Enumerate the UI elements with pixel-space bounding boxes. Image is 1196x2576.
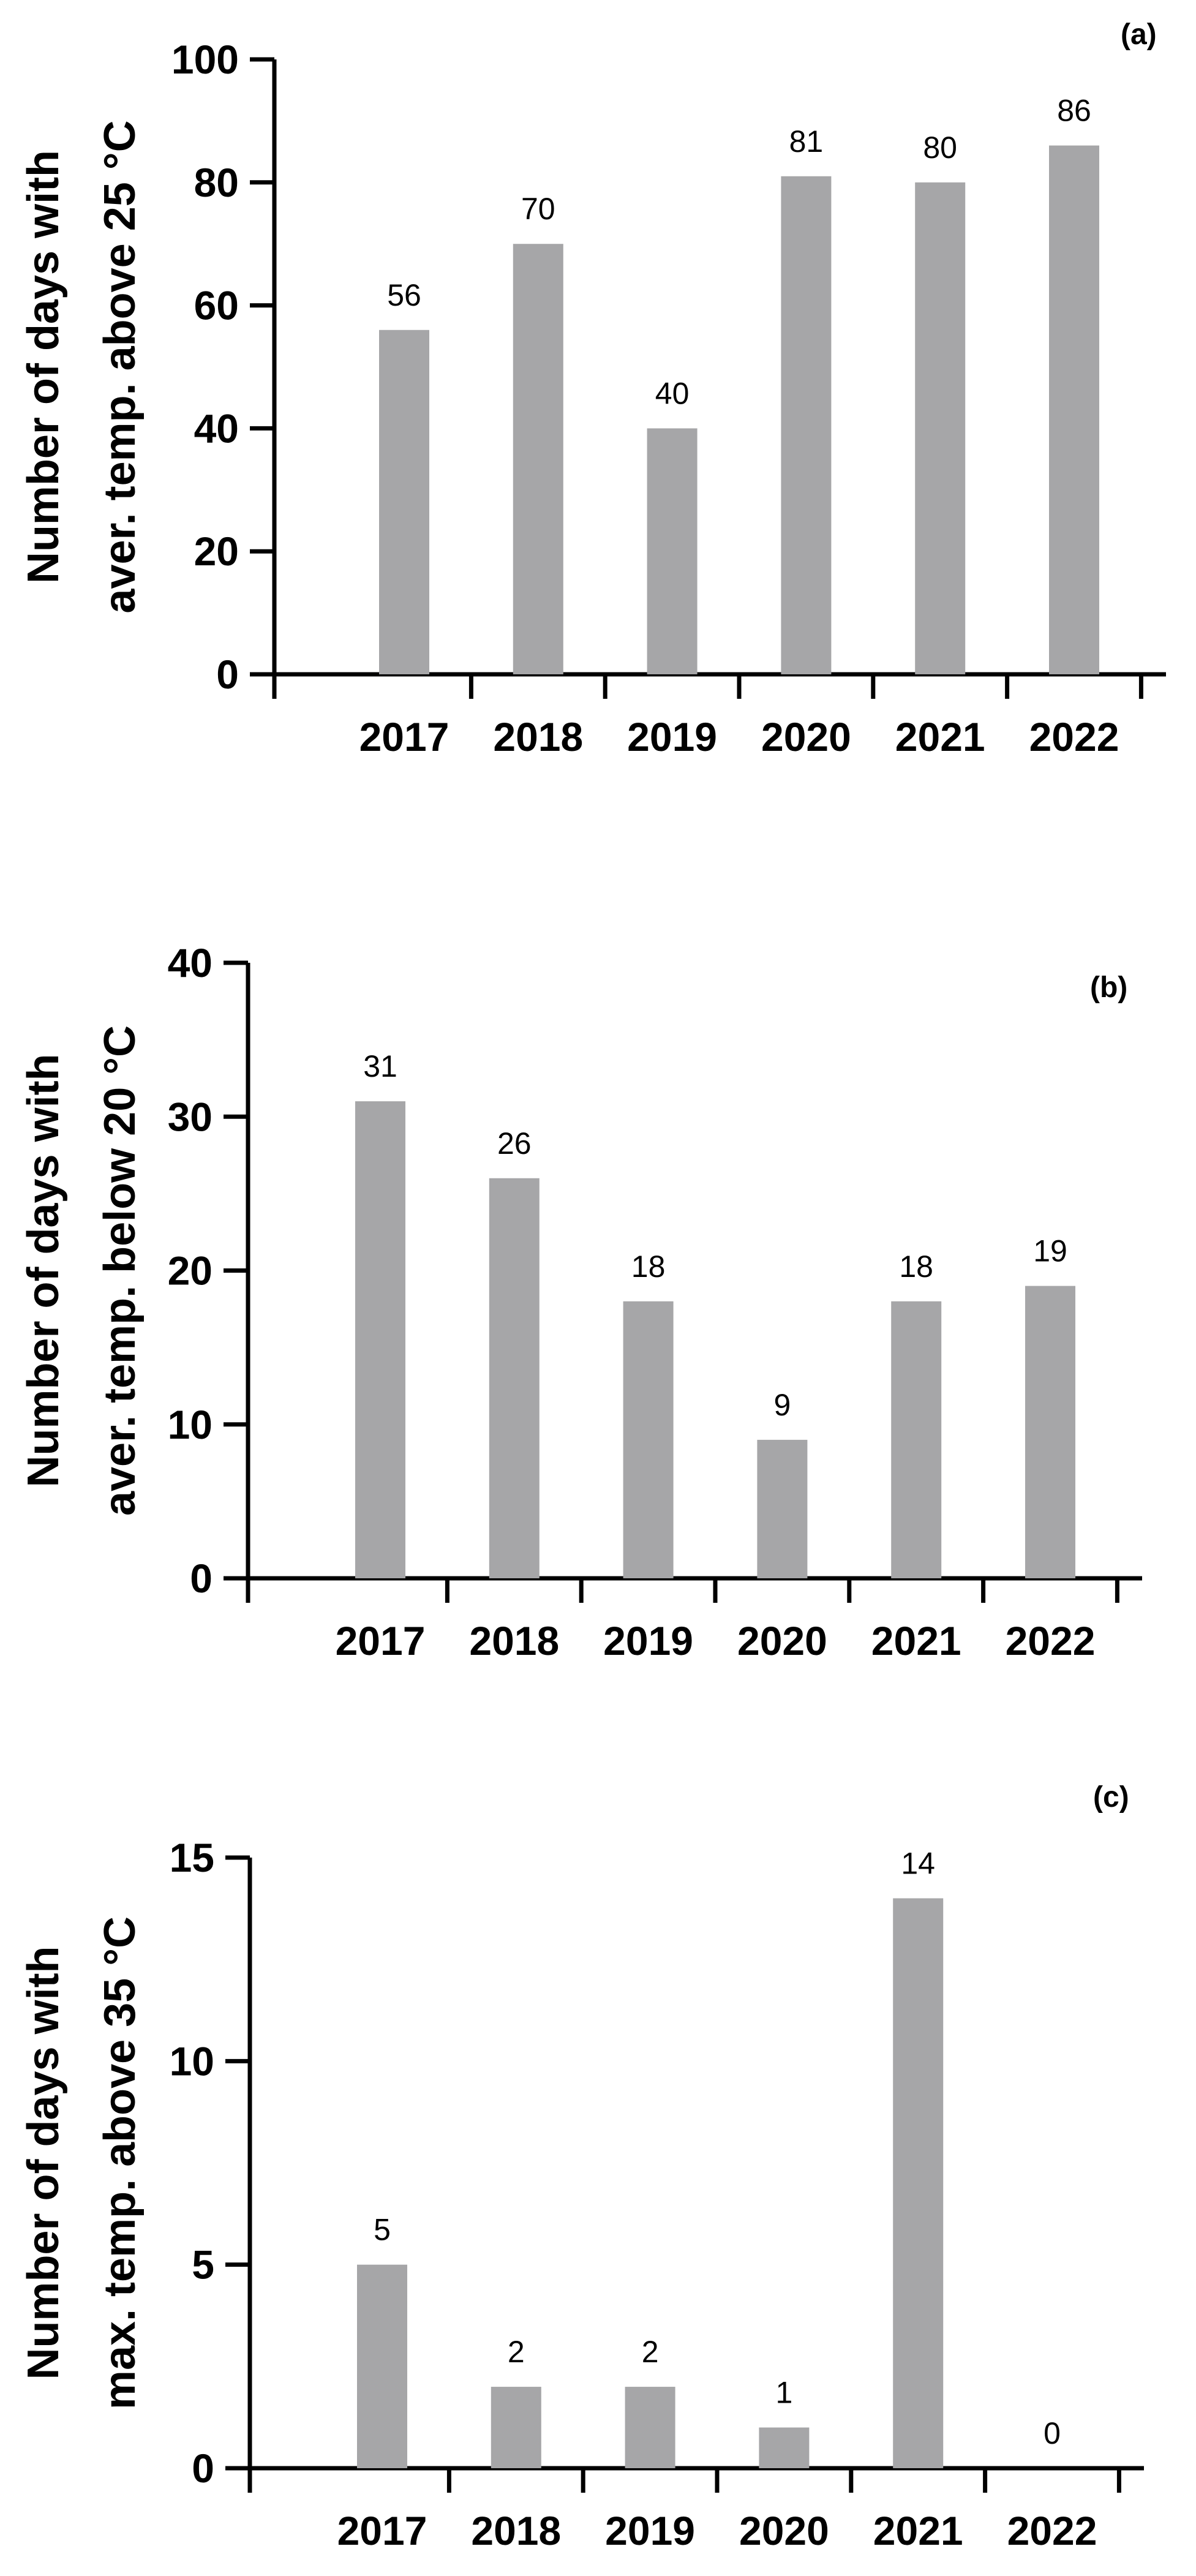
y-tick-label: 80 (194, 160, 239, 205)
bar-2017 (379, 330, 429, 674)
bar-2021 (891, 1301, 942, 1578)
x-tick-label-2021: 2021 (873, 2508, 963, 2553)
data-label-2018: 26 (497, 1126, 532, 1161)
y-tick-label: 40 (168, 940, 212, 985)
y-axis-title-line-2: max. temp. above 35 °C (96, 1916, 145, 2409)
y-tick-label: 100 (171, 37, 239, 82)
x-tick-label-2022: 2022 (1006, 1618, 1096, 1663)
panel-label: (b) (1090, 971, 1127, 1004)
data-label-2018: 70 (521, 192, 555, 226)
data-label-2017: 31 (363, 1049, 397, 1083)
y-tick-label: 0 (192, 2446, 214, 2491)
bar-2020 (757, 1439, 808, 1578)
chart-panel-b: 0 10 20 30 40 31 2017 26 2018 18 2019 9 2020 18 2021 19… (19, 940, 1142, 1663)
y-axis-title-line-1: Number of days with (19, 150, 68, 584)
data-label-2019: 40 (655, 376, 690, 410)
data-label-2021: 14 (901, 1846, 935, 1880)
panel-label: (c) (1093, 1781, 1129, 1813)
x-tick-label-2019: 2019 (603, 1618, 693, 1663)
y-tick-label: 5 (192, 2242, 214, 2288)
data-label-2019: 18 (631, 1249, 666, 1284)
data-label-2017: 5 (374, 2213, 391, 2247)
data-label-2020: 9 (773, 1388, 791, 1422)
y-tick-label: 0 (190, 1556, 212, 1601)
y-tick-label: 10 (168, 1402, 212, 1447)
y-tick-label: 40 (194, 405, 239, 451)
x-tick-label-2017: 2017 (359, 714, 449, 759)
y-tick-label: 60 (194, 283, 239, 328)
bar-2021 (893, 1898, 944, 2468)
x-tick-label-2019: 2019 (605, 2508, 695, 2553)
x-tick-label-2022: 2022 (1029, 714, 1119, 759)
data-label-2020: 81 (789, 124, 824, 159)
x-tick-label-2021: 2021 (895, 714, 985, 759)
bar-2019 (623, 1301, 674, 1578)
x-tick-label-2018: 2018 (471, 2508, 561, 2553)
data-label-2020: 1 (775, 2376, 792, 2410)
y-axis-title-line-1: Number of days with (19, 1946, 68, 2379)
bar-2021 (915, 182, 966, 674)
y-axis-title-line-1: Number of days with (19, 1053, 68, 1487)
bar-2018 (489, 1178, 540, 1578)
x-tick-label-2022: 2022 (1007, 2508, 1097, 2553)
bar-2017 (355, 1101, 405, 1578)
data-label-2019: 2 (642, 2335, 659, 2369)
x-tick-label-2018: 2018 (469, 1618, 559, 1663)
x-tick-label-2020: 2020 (739, 2508, 829, 2553)
x-tick-label-2020: 2020 (761, 714, 851, 759)
data-label-2022: 0 (1044, 2416, 1061, 2450)
data-label-2021: 18 (899, 1249, 933, 1284)
x-tick-label-2017: 2017 (336, 1618, 426, 1663)
bar-2018 (491, 2387, 541, 2468)
y-axis-title-line-2: aver. temp. above 25 °C (96, 120, 145, 613)
bar-2020 (781, 176, 832, 674)
bar-2017 (357, 2264, 407, 2468)
x-tick-label-2021: 2021 (871, 1618, 961, 1663)
y-tick-label: 20 (168, 1248, 212, 1294)
bar-2022 (1025, 1286, 1075, 1578)
y-tick-label: 10 (170, 2038, 214, 2084)
data-label-2021: 80 (923, 130, 957, 165)
bar-2022 (1049, 145, 1099, 674)
bar-2019 (647, 428, 698, 674)
panel-label: (a) (1121, 18, 1157, 51)
x-tick-label-2020: 2020 (737, 1618, 827, 1663)
chart-panel-c: 0 5 10 15 5 2017 2 2018 2 2019 1 2020 14 2021 0 2022 Num… (19, 1781, 1144, 2553)
y-axis-title-line-2: aver. temp. below 20 °C (96, 1025, 145, 1516)
data-label-2018: 2 (508, 2335, 525, 2369)
x-tick-label-2019: 2019 (627, 714, 717, 759)
data-label-2017: 56 (387, 278, 421, 312)
y-tick-label: 0 (216, 652, 239, 697)
bar-2018 (513, 244, 563, 674)
chart-panel-a: 0 20 40 60 80 100 56 2017 70 2018 40 2019 81 2020 80 20… (19, 18, 1166, 759)
x-tick-label-2017: 2017 (337, 2508, 427, 2553)
bar-2020 (759, 2427, 810, 2468)
y-tick-label: 15 (170, 1835, 214, 1880)
y-tick-label: 30 (168, 1094, 212, 1139)
data-label-2022: 86 (1057, 94, 1091, 128)
x-tick-label-2018: 2018 (493, 714, 583, 759)
bar-2019 (625, 2387, 675, 2468)
data-label-2022: 19 (1033, 1234, 1067, 1268)
y-tick-label: 20 (194, 529, 239, 574)
